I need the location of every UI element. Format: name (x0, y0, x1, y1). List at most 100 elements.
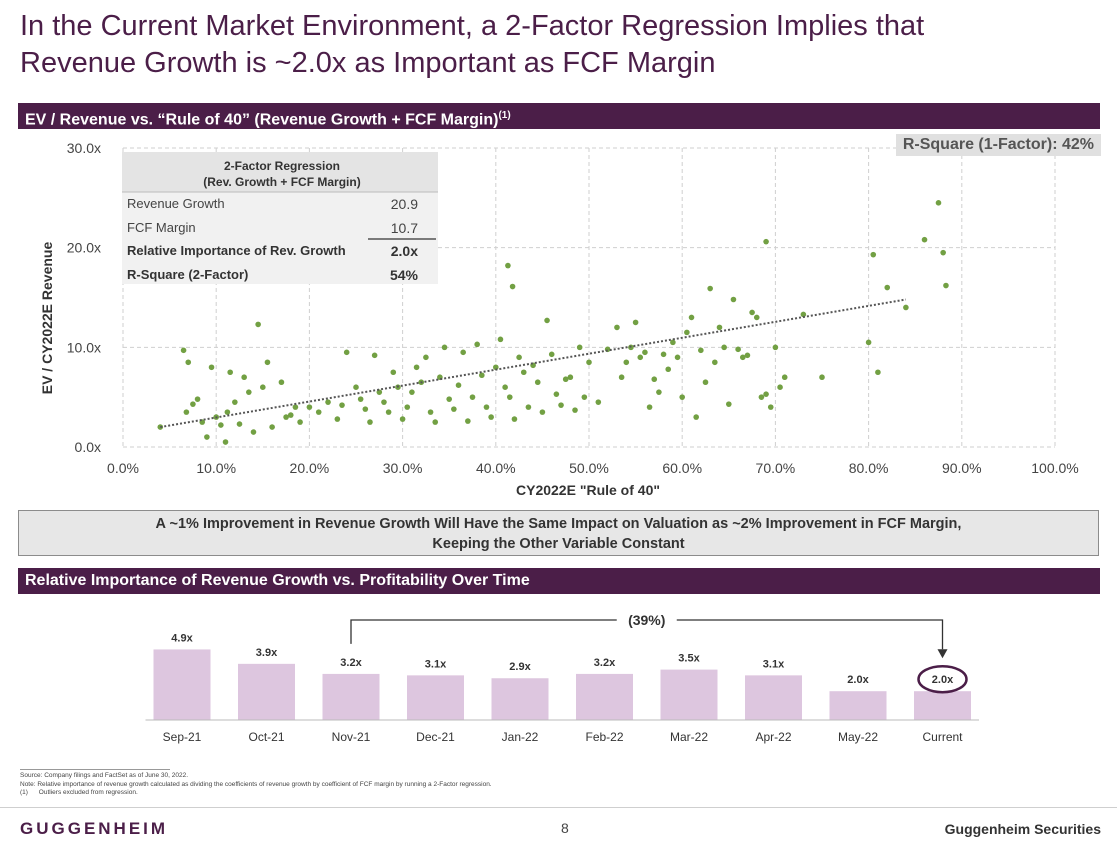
scatter-point (474, 341, 480, 348)
footnote-source: Source: Company filings and FactSet as o… (20, 772, 189, 779)
page-title-line-2: Revenue Growth is ~2.0x as Important as … (20, 47, 716, 79)
scatter-section-header: EV / Revenue vs. “Rule of 40” (Revenue G… (18, 103, 1100, 129)
scatter-point (712, 359, 718, 366)
scatter-point (185, 359, 192, 366)
scatter-point (698, 347, 704, 354)
footer-divider (0, 807, 1117, 808)
scatter-point (236, 421, 243, 427)
scatter-point (371, 352, 378, 359)
scatter-point (509, 283, 516, 290)
scatter-point (479, 372, 485, 379)
scatter-point (511, 416, 518, 422)
scatter-point (483, 404, 490, 410)
regression-row-value: 10.7 (391, 220, 418, 236)
regression-table-header-1: 2-Factor Regression (224, 159, 340, 173)
scatter-point (777, 384, 783, 390)
bar-category-label: Dec-21 (416, 730, 455, 744)
scatter-point (218, 422, 224, 428)
callout-line-2: Keeping the Other Variable Constant (432, 536, 685, 552)
scatter-point (637, 354, 644, 361)
scatter-point (539, 409, 546, 415)
x-tick-label: 60.0% (662, 460, 702, 476)
regression-table: 2-Factor Regression (Rev. Growth + FCF M… (122, 152, 438, 284)
scatter-point (183, 409, 190, 415)
scatter-point (674, 354, 681, 361)
x-tick-label: 40.0% (476, 460, 516, 476)
scatter-point (567, 374, 574, 381)
bar (660, 669, 718, 720)
change-annotation-label-bg (616, 611, 677, 629)
scatter-point (381, 399, 387, 405)
bar-value-label: 4.9x (171, 632, 193, 644)
scatter-point (651, 376, 658, 383)
scatter-point (465, 418, 471, 424)
scatter-point (232, 399, 238, 405)
scatter-point (763, 238, 769, 245)
scatter-y-tick-labels: 0.0x 10.0x 20.0x 30.0x (67, 140, 101, 455)
regression-row-value: 54% (390, 267, 419, 283)
y-tick-label: 10.0x (67, 339, 101, 355)
scatter-point (865, 339, 872, 346)
scatter-point (642, 349, 648, 356)
scatter-point (264, 359, 271, 366)
bar-value-label: 2.0x (847, 674, 869, 686)
scatter-point (800, 311, 807, 318)
scatter-point (283, 414, 289, 420)
scatter-point (278, 379, 285, 386)
bar-section-header: Relative Importance of Revenue Growth vs… (18, 568, 1100, 594)
scatter-point (753, 314, 760, 321)
scatter-point (455, 382, 462, 389)
footnote-rule (20, 769, 170, 770)
bar-category-label: Jan-22 (502, 730, 539, 744)
callout-box: A ~1% Improvement in Revenue Growth Will… (18, 510, 1099, 556)
scatter-point (446, 396, 453, 402)
footnote-1-text: Outliers excluded from regression. (38, 789, 138, 796)
regression-row-label: Relative Importance of Rev. Growth (127, 243, 346, 258)
bar-category-label: Apr-22 (755, 730, 791, 744)
scatter-point (548, 351, 555, 358)
scatter-point (204, 434, 210, 440)
regression-row-value: 2.0x (391, 243, 418, 259)
scatter-point (553, 391, 560, 397)
scatter-point (595, 399, 602, 405)
scatter-point (730, 296, 737, 303)
bar (914, 691, 971, 720)
y-tick-label: 0.0x (75, 439, 101, 455)
x-tick-label: 90.0% (942, 460, 982, 476)
bar (407, 675, 464, 720)
scatter-point (516, 354, 522, 361)
scatter-point (250, 429, 257, 435)
scatter-point (427, 409, 434, 415)
scatter-point (721, 344, 727, 351)
scatter-point (506, 394, 513, 400)
scatter-point (390, 369, 397, 376)
scatter-point (903, 304, 909, 311)
bar-category-label: Sep-21 (163, 730, 202, 744)
regression-table-header-bg (122, 152, 438, 192)
scatter-point (180, 347, 187, 354)
scatter-point (739, 354, 746, 361)
scatter-point (749, 309, 755, 316)
scatter-point (297, 419, 303, 425)
scatter-chart: 0.0x 10.0x 20.0x 30.0x 0.0% 10.0% 20.0% 30.0% 4… (39, 140, 1079, 498)
guggenheim-logo: GUGGENHEIM (20, 819, 169, 838)
scatter-point (684, 329, 690, 336)
bar-value-label: 3.2x (594, 657, 616, 669)
page-number: 8 (561, 820, 569, 836)
bar (745, 675, 802, 720)
scatter-point (693, 414, 699, 420)
scatter-point (614, 324, 620, 331)
scatter-point (306, 404, 313, 410)
scatter-point (353, 384, 359, 390)
scatter-point (224, 409, 231, 415)
bar-value-label: 3.9x (256, 647, 278, 659)
scatter-point (413, 364, 420, 371)
scatter-point (208, 364, 215, 371)
bar-category-label: Feb-22 (585, 730, 623, 744)
scatter-point (432, 419, 439, 425)
bar-series: 4.9x Sep-21 3.9x Oct-21 3.2x Nov-21 3.1x Dec-21… (145, 632, 979, 744)
scatter-point (525, 404, 532, 410)
x-tick-label: 10.0% (196, 460, 236, 476)
scatter-point (255, 321, 261, 328)
scatter-point (772, 344, 779, 351)
